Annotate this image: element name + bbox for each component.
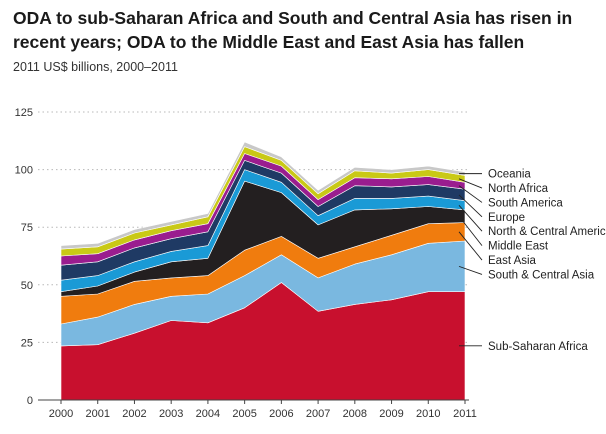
x-axis: 2000 2001 2002 2003 2004 2005 2006 2007 2008 2009… bbox=[38, 399, 477, 420]
area-oceania bbox=[60, 141, 466, 250]
series-label-oceania: Oceania bbox=[488, 169, 531, 181]
x-tick-label: 2002 bbox=[122, 408, 146, 420]
y-tick-label: 25 bbox=[21, 337, 33, 349]
label-leader-middle-east bbox=[458, 215, 483, 246]
series-label-sub-saharan-africa: Sub-Saharan Africa bbox=[488, 341, 588, 353]
chart-subtitle: 2011 US$ billions, 2000–2011 bbox=[13, 60, 178, 74]
x-tick-label: 2008 bbox=[343, 408, 367, 420]
label-leader-south-central-asia bbox=[458, 265, 483, 275]
y-tick-label: 100 bbox=[15, 165, 33, 177]
series-label-middle-east: Middle East bbox=[488, 241, 549, 253]
chart-title: ODA to sub-Saharan Africa and South and … bbox=[13, 8, 573, 52]
series-label-south-america: South America bbox=[488, 197, 563, 209]
x-tick-label: 2007 bbox=[306, 408, 330, 420]
label-leader-east-asia bbox=[458, 231, 483, 261]
x-tick-label: 2004 bbox=[196, 408, 220, 420]
series-labels: Sub-Saharan Africa South & Central Asia Ea… bbox=[458, 169, 606, 353]
x-tick-label: 2001 bbox=[85, 408, 109, 420]
x-tick-label: 2003 bbox=[159, 408, 183, 420]
y-axis: 0 25 50 75 100 125 bbox=[15, 107, 33, 407]
label-leader-south-america bbox=[458, 185, 483, 203]
x-tick-label: 2009 bbox=[379, 408, 403, 420]
y-tick-label: 50 bbox=[21, 280, 33, 292]
label-leader-north-central-america bbox=[458, 205, 483, 232]
label-leader-europe bbox=[458, 194, 483, 218]
area-series bbox=[60, 141, 466, 401]
label-leader-north-africa bbox=[458, 178, 483, 189]
series-label-east-asia: East Asia bbox=[488, 255, 537, 267]
series-label-europe: Europe bbox=[488, 212, 525, 224]
y-tick-label: 125 bbox=[15, 107, 33, 119]
y-tick-label: 0 bbox=[27, 395, 33, 407]
y-tick-label: 75 bbox=[21, 222, 33, 234]
chart-panel: 0 25 50 75 100 125 2000 2001 2002 2003 2004 2005 20… bbox=[0, 88, 606, 429]
series-label-north-africa: North Africa bbox=[488, 183, 549, 195]
series-label-north-central-america: North & Central America bbox=[488, 226, 606, 238]
x-tick-label: 2000 bbox=[49, 408, 73, 420]
x-tick-label: 2005 bbox=[232, 408, 256, 420]
series-label-south-central-asia: South & Central Asia bbox=[488, 269, 595, 281]
x-tick-label: 2006 bbox=[269, 408, 293, 420]
x-tick-label: 2011 bbox=[453, 408, 477, 420]
x-tick-label: 2010 bbox=[416, 408, 440, 420]
